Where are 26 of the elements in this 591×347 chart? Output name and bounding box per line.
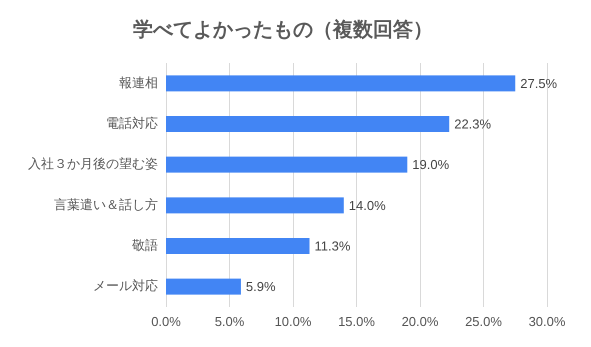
y-tick-label: 入社３か月後の望む姿: [28, 157, 158, 172]
y-tick-label: 報連相: [119, 76, 158, 91]
y-tick-label: 言葉遣い＆話し方: [54, 196, 158, 213]
data-label: 11.3%: [314, 238, 351, 254]
data-label: 19.0%: [412, 157, 450, 172]
x-tick-label: 20.0%: [402, 314, 439, 329]
y-tick-label: 敬語: [132, 238, 158, 254]
data-label: 22.3%: [454, 116, 492, 132]
x-tick-label: 30.0%: [528, 314, 566, 329]
y-tick-label: 電話対応: [106, 116, 158, 132]
bar: [166, 156, 408, 173]
chart-title: 学べてよかったもの（複数回答）: [133, 17, 433, 41]
bar: [166, 197, 344, 214]
x-tick-label: 25.0%: [465, 314, 502, 329]
y-tick-label: メール対応: [93, 278, 158, 294]
data-label: 14.0%: [348, 198, 386, 213]
bar: [166, 278, 241, 295]
x-tick-label: 10.0%: [274, 314, 312, 329]
data-label: 5.9%: [246, 279, 276, 294]
bar: [166, 75, 516, 92]
data-label: 27.5%: [520, 76, 558, 91]
x-tick-label: 5.0%: [214, 314, 245, 329]
x-tick-label: 15.0%: [338, 314, 376, 329]
bar: [166, 238, 310, 254]
x-tick-label: 0.0%: [151, 314, 182, 329]
bar: [166, 116, 450, 132]
